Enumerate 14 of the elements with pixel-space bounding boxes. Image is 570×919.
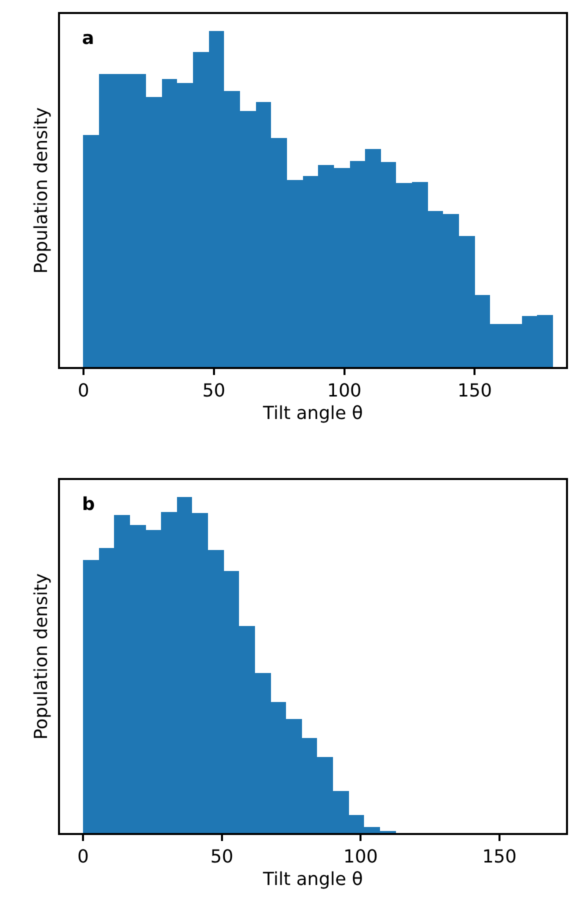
x-tick-label: 0	[78, 380, 90, 402]
y-axis-title: Population density	[30, 573, 52, 740]
x-axis-title: Tilt angle θ	[262, 868, 363, 890]
x-tick-label: 150	[482, 846, 517, 868]
x-tick-label: 50	[202, 380, 226, 402]
x-tick-label: 50	[210, 846, 234, 868]
y-axis-title: Population density	[30, 107, 52, 274]
x-tick-label: 150	[458, 380, 492, 402]
x-tick-label: 100	[343, 846, 378, 868]
x-axis-title: Tilt angle θ	[262, 402, 363, 424]
annotation: b	[82, 494, 95, 515]
annotation: a	[82, 28, 94, 49]
x-tick-label: 100	[327, 380, 362, 402]
x-tick-label: 0	[77, 846, 89, 868]
